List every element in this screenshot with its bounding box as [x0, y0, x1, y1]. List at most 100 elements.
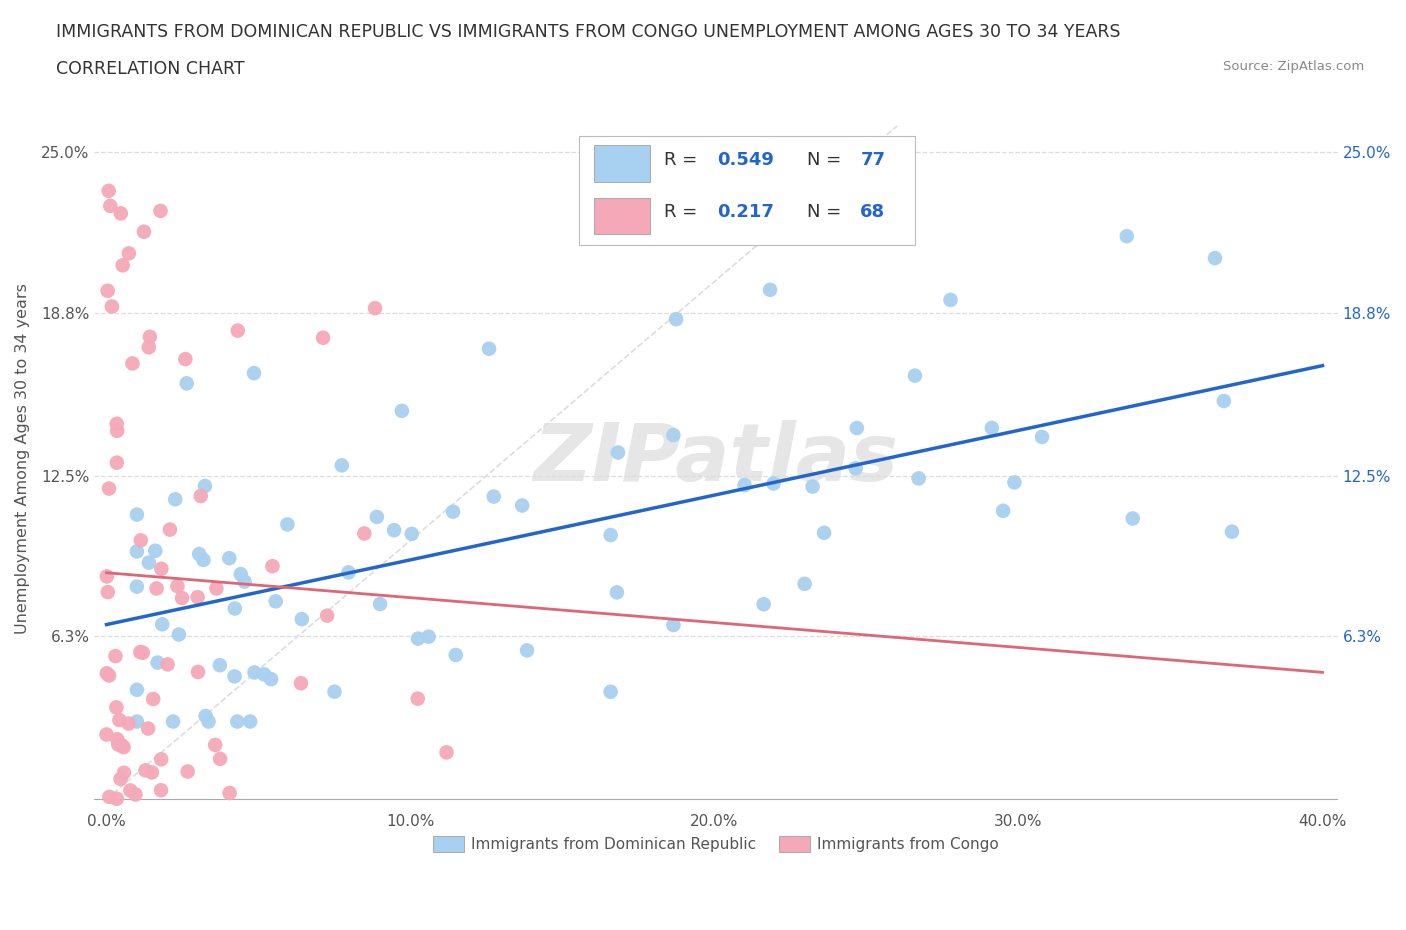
Point: [176, 764, 198, 779]
Point: [793, 577, 815, 591]
Point: [149, 204, 172, 219]
Point: [190, 488, 212, 503]
Point: [243, 365, 266, 380]
Point: [117, 716, 139, 731]
Point: [262, 559, 284, 574]
Point: [264, 594, 287, 609]
Point: [662, 618, 685, 632]
Point: [97, 284, 120, 299]
Point: [96, 666, 118, 681]
Point: [366, 510, 388, 525]
Bar: [595, 198, 650, 234]
Point: [141, 765, 163, 780]
Point: [752, 597, 775, 612]
Point: [762, 476, 785, 491]
Point: [97, 183, 120, 198]
Text: ZIPatlas: ZIPatlas: [533, 419, 898, 498]
Point: [132, 224, 155, 239]
Point: [316, 608, 339, 623]
Point: [209, 751, 232, 766]
Point: [599, 527, 621, 542]
Point: [112, 739, 135, 754]
Point: [145, 581, 167, 596]
Point: [290, 676, 312, 691]
Text: 68: 68: [860, 203, 886, 220]
Point: [105, 732, 128, 747]
Point: [1212, 393, 1234, 408]
Point: [125, 544, 148, 559]
Point: [101, 299, 124, 314]
Point: [162, 714, 184, 729]
Text: R =: R =: [664, 152, 703, 169]
Point: [330, 458, 353, 472]
Point: [662, 428, 685, 443]
Point: [368, 596, 391, 611]
Point: [734, 478, 756, 493]
Point: [150, 617, 173, 631]
Point: [176, 376, 198, 391]
Point: [194, 479, 217, 494]
Point: [111, 738, 134, 753]
Point: [108, 712, 131, 727]
Point: [197, 714, 219, 729]
Point: [607, 445, 630, 460]
Point: [482, 489, 505, 504]
Point: [801, 479, 824, 494]
Point: [98, 668, 121, 683]
Point: [353, 526, 375, 541]
Point: [97, 481, 120, 496]
Point: [665, 312, 688, 326]
Point: [167, 627, 190, 642]
Point: [129, 644, 152, 659]
Point: [441, 504, 464, 519]
Point: [150, 783, 173, 798]
Point: [364, 300, 387, 315]
Point: [139, 329, 162, 344]
Point: [125, 683, 148, 698]
Text: R =: R =: [664, 203, 703, 220]
Point: [337, 565, 360, 580]
Point: [98, 198, 121, 213]
Point: [121, 356, 143, 371]
Point: [218, 551, 240, 565]
Point: [111, 258, 134, 272]
Point: [444, 647, 467, 662]
Point: [105, 455, 128, 470]
Point: [134, 763, 156, 777]
Point: [1204, 251, 1226, 266]
Point: [187, 590, 209, 604]
Point: [510, 498, 533, 513]
Point: [478, 341, 501, 356]
Point: [243, 665, 266, 680]
Point: [165, 492, 187, 507]
Point: [233, 574, 256, 589]
Point: [174, 352, 197, 366]
Point: [110, 772, 132, 787]
Point: [193, 552, 215, 567]
Point: [1031, 430, 1053, 445]
Point: [194, 709, 217, 724]
Point: [125, 579, 148, 594]
Text: 0.549: 0.549: [717, 152, 775, 169]
Point: [118, 246, 141, 260]
Point: [132, 645, 155, 660]
Point: [991, 503, 1014, 518]
Point: [406, 691, 429, 706]
Point: [401, 526, 423, 541]
Point: [436, 745, 458, 760]
Point: [1002, 475, 1025, 490]
Point: [204, 737, 226, 752]
Point: [97, 585, 120, 600]
Point: [224, 601, 246, 616]
Point: [146, 655, 169, 670]
Point: [138, 555, 160, 570]
Point: [150, 751, 173, 766]
Point: [107, 737, 129, 752]
Point: [125, 714, 148, 729]
Point: [125, 507, 148, 522]
Point: [229, 566, 252, 581]
Point: [599, 684, 621, 699]
Point: [904, 368, 927, 383]
Legend: Immigrants from Dominican Republic, Immigrants from Congo: Immigrants from Dominican Republic, Immi…: [427, 830, 1005, 858]
Point: [1220, 525, 1243, 539]
